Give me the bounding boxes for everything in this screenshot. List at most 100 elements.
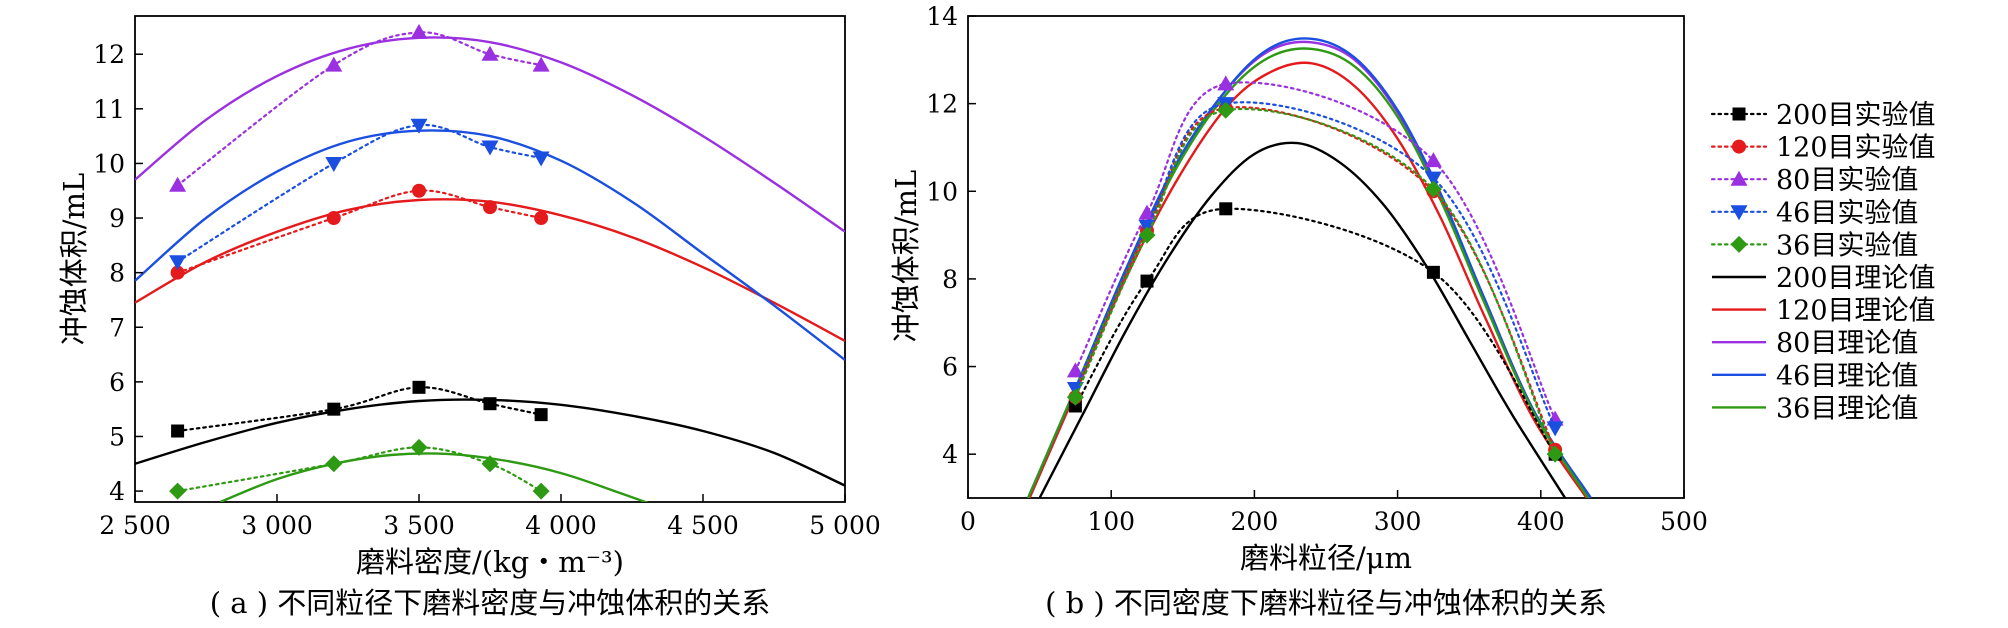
experimental-line-36: [1074, 107, 1557, 456]
theory-line-200: [1038, 141, 1567, 498]
chart-b: 0 100 200 300 400 500 4 6 8 10 12 14 磨料粒径/μm 冲蚀体积/m…: [889, 2, 1708, 620]
legend-label: 80目理论值: [1776, 328, 1918, 359]
experimental-point-80: [325, 56, 343, 72]
x-tick-label: 4 000: [525, 511, 597, 540]
x-tick-label: 0: [960, 507, 976, 536]
y-tick-label: 5: [109, 422, 125, 451]
legend-item: 36目实验值: [1710, 230, 1918, 261]
legend-marker: [1732, 107, 1746, 121]
experimental-point-200: [483, 397, 497, 411]
x-tick-label: 3 000: [241, 511, 313, 540]
chart-a: 2 500 3 000 3 500 4 000 4 500 5 000 4 5 6 7 8 9 10 11…: [57, 15, 881, 620]
experimental-point-120: [412, 183, 426, 198]
experimental-point-36: [1217, 101, 1235, 119]
legend-label: 200目实验值: [1776, 100, 1936, 131]
experimental-point-46: [1424, 171, 1442, 187]
experimental-line-46: [1074, 101, 1557, 429]
experimental-point-36: [1066, 388, 1084, 406]
legend-item: 46目理论值: [1712, 361, 1918, 392]
y-tick-label: 6: [942, 353, 958, 382]
y-axis-label-b: 冲蚀体积/mL: [889, 170, 923, 343]
axis-ticks-b: 0 100 200 300 400 500 4 6 8 10 12 14: [926, 2, 1708, 536]
experimental-point-200: [1219, 202, 1233, 216]
x-tick-label: 4 500: [667, 511, 739, 540]
experimental-point-200: [1426, 265, 1440, 279]
y-tick-label: 4: [942, 440, 958, 469]
theory-curves-a: [135, 36, 845, 502]
legend-label: 36目实验值: [1776, 230, 1918, 261]
experimental-point-36: [1138, 226, 1156, 244]
experimental-point-46: [1546, 421, 1564, 437]
theory-line-36: [1026, 47, 1590, 498]
theory-line-200: [135, 398, 845, 487]
experimental-point-36: [410, 438, 428, 456]
theory-line-120: [1028, 61, 1588, 498]
y-tick-label: 7: [109, 313, 125, 342]
y-tick-label: 4: [109, 477, 125, 506]
y-tick-label: 6: [109, 368, 125, 397]
experimental-line-36: [176, 446, 543, 493]
legend-label: 200目理论值: [1776, 263, 1936, 294]
theory-line-46: [135, 129, 845, 361]
x-tick-label: 300: [1374, 507, 1422, 536]
y-tick-label: 8: [942, 265, 958, 294]
x-tick-label: 5 000: [809, 511, 881, 540]
legend-marker: [1732, 139, 1746, 154]
legend-label: 80目实验值: [1776, 165, 1918, 196]
experimental-series-a: [169, 23, 550, 500]
x-tick-label: 2 500: [99, 511, 171, 540]
theory-line-36: [219, 452, 649, 502]
experimental-point-80: [410, 23, 428, 39]
experimental-point-120: [170, 265, 185, 280]
x-axis-label-a: 磨料密度/(kg・m⁻³): [356, 545, 624, 579]
x-tick-label: 500: [1660, 507, 1708, 536]
theory-curves-b: [1026, 37, 1592, 498]
experimental-point-80: [1424, 152, 1442, 168]
y-tick-label: 8: [109, 259, 125, 288]
experimental-point-200: [1140, 274, 1154, 288]
y-tick-label: 12: [926, 90, 958, 119]
legend-item: 120目实验值: [1710, 133, 1936, 164]
legend-item: 80目实验值: [1710, 165, 1918, 196]
legend-marker: [1730, 235, 1748, 253]
experimental-point-36: [532, 482, 550, 500]
legend-label: 120目实验值: [1776, 133, 1936, 164]
x-axis-label-b: 磨料粒径/μm: [1240, 541, 1412, 575]
experimental-point-36: [169, 482, 187, 500]
caption-b: ( b ) 不同密度下磨料粒径与冲蚀体积的关系: [1045, 586, 1607, 620]
x-tick-label: 200: [1231, 507, 1279, 536]
y-tick-label: 10: [926, 177, 958, 206]
experimental-point-80: [1066, 362, 1084, 378]
plot-frame-a: [134, 15, 846, 503]
experimental-point-80: [1217, 75, 1235, 91]
legend-label: 120目理论值: [1776, 296, 1936, 327]
experimental-point-46: [169, 255, 187, 271]
experimental-point-36: [325, 455, 343, 473]
y-tick-label: 10: [93, 149, 125, 178]
experimental-line-46: [176, 123, 543, 263]
x-tick-label: 400: [1517, 507, 1565, 536]
plot-frame-b: [967, 15, 1685, 499]
x-tick-label: 100: [1087, 507, 1135, 536]
legend-item: 46目实验值: [1710, 198, 1918, 229]
legend-item: 200目实验值: [1710, 100, 1936, 131]
legend-label: 36目理论值: [1776, 393, 1918, 424]
experimental-line-200: [176, 386, 543, 433]
experimental-line-200: [1074, 207, 1557, 456]
legend-item: 80目理论值: [1712, 328, 1918, 359]
legend-label: 46目实验值: [1776, 198, 1918, 229]
experimental-point-80: [481, 45, 499, 61]
experimental-point-36: [1424, 180, 1442, 198]
experimental-point-80: [532, 56, 550, 72]
legend-marker: [1730, 170, 1748, 186]
axis-ticks-a: 2 500 3 000 3 500 4 000 4 500 5 000 4 5 6 7 8 9 10 11…: [93, 40, 881, 540]
experimental-point-46: [532, 151, 550, 167]
legend-marker: [1730, 205, 1748, 221]
legend-item: 36目理论值: [1712, 393, 1918, 424]
experimental-point-46: [325, 156, 343, 172]
experimental-line-80: [1074, 81, 1557, 421]
caption-a: ( a ) 不同粒径下磨料密度与冲蚀体积的关系: [210, 586, 771, 620]
experimental-point-200: [412, 380, 426, 394]
legend-item: 120目理论值: [1712, 296, 1936, 327]
y-tick-label: 11: [93, 95, 125, 124]
